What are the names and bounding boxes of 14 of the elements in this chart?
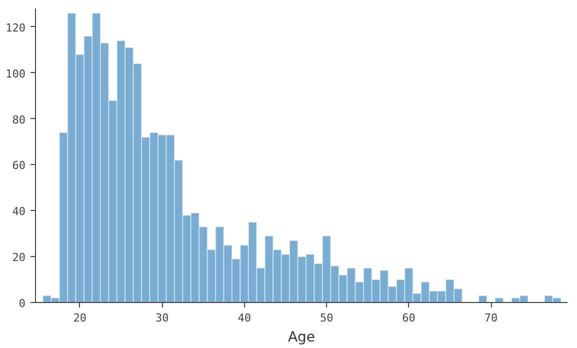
x-tick-label: 40 — [238, 312, 251, 324]
y-tick-label: 60 — [12, 159, 26, 172]
x-tick-label: 70 — [484, 312, 498, 324]
x-tick-label: 30 — [156, 312, 169, 324]
y-tick-label: 80 — [12, 113, 26, 126]
y-tick-label: 0 — [18, 297, 26, 310]
y-tick-label: 100 — [6, 67, 26, 80]
x-tick-label: 60 — [402, 312, 416, 324]
y-tick-label: 20 — [12, 251, 26, 264]
y-tick-label: 120 — [6, 21, 26, 34]
x-axis-title: Age — [288, 330, 316, 346]
y-tick-label: 40 — [12, 205, 26, 218]
x-tick-label: 20 — [73, 312, 87, 324]
x-tick-label: 50 — [320, 312, 334, 324]
